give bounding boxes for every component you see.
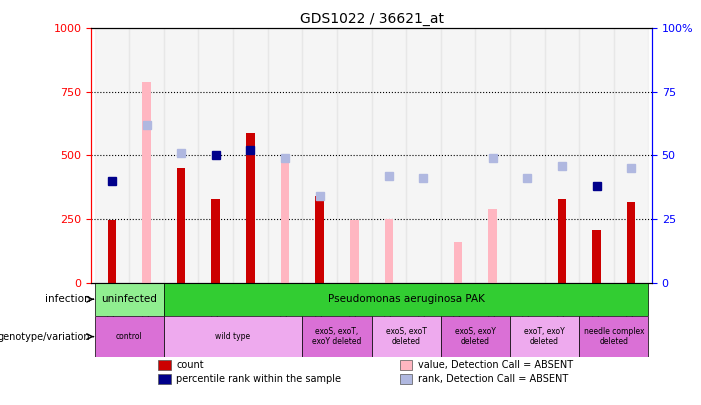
Bar [164, 316, 198, 357]
Bar [406, 28, 441, 283]
Bar [158, 360, 171, 370]
Bar [95, 283, 164, 316]
Bar [246, 132, 254, 283]
Bar [107, 220, 116, 283]
Bar [233, 28, 268, 283]
Bar [545, 28, 579, 283]
Bar [164, 316, 302, 357]
Bar [475, 28, 510, 283]
Bar [441, 283, 475, 316]
Bar [475, 283, 510, 316]
Bar [164, 28, 198, 283]
Bar [614, 316, 648, 357]
Bar [95, 283, 129, 316]
Bar [510, 316, 545, 357]
Bar [510, 316, 579, 357]
Text: exoT, exoY
deleted: exoT, exoY deleted [524, 327, 565, 346]
Bar [95, 28, 129, 283]
Bar [441, 316, 510, 357]
Bar [475, 316, 510, 357]
Bar [454, 242, 463, 283]
Text: Pseudomonas aeruginosa PAK: Pseudomonas aeruginosa PAK [327, 294, 484, 304]
Bar [198, 283, 233, 316]
Text: percentile rank within the sample: percentile rank within the sample [177, 374, 341, 384]
Bar [268, 316, 302, 357]
Bar [302, 316, 372, 357]
Bar [406, 283, 441, 316]
Bar [212, 199, 220, 283]
Bar [129, 283, 164, 316]
Bar [406, 316, 441, 357]
Bar [372, 316, 406, 357]
Bar [441, 316, 475, 357]
Bar [510, 28, 545, 283]
Bar [545, 283, 579, 316]
Text: exoS, exoT
deleted: exoS, exoT deleted [386, 327, 427, 346]
Text: needle complex
deleted: needle complex deleted [584, 327, 644, 346]
Bar [400, 360, 412, 370]
Bar [350, 220, 358, 283]
Bar [372, 283, 406, 316]
Bar [198, 316, 233, 357]
Bar [302, 28, 337, 283]
Text: value, Detection Call = ABSENT: value, Detection Call = ABSENT [418, 360, 573, 370]
Bar [579, 316, 648, 357]
Bar [510, 283, 545, 316]
Bar [268, 283, 302, 316]
Bar [372, 28, 406, 283]
Bar [337, 283, 372, 316]
Bar [557, 199, 566, 283]
Text: exoS, exoY
deleted: exoS, exoY deleted [455, 327, 496, 346]
Bar [268, 28, 302, 283]
Bar [614, 28, 648, 283]
Text: control: control [116, 332, 142, 341]
Bar [95, 316, 164, 357]
Bar [164, 283, 648, 316]
Text: count: count [177, 360, 204, 370]
Bar [579, 316, 614, 357]
Bar [614, 283, 648, 316]
Text: genotype/variation: genotype/variation [0, 332, 90, 341]
Text: infection: infection [45, 294, 90, 304]
Text: exoS, exoT,
exoY deleted: exoS, exoT, exoY deleted [312, 327, 362, 346]
Text: wild type: wild type [215, 332, 251, 341]
Bar [337, 316, 372, 357]
Text: uninfected: uninfected [101, 294, 157, 304]
Bar [233, 316, 268, 357]
Bar [545, 316, 579, 357]
Bar [315, 196, 324, 283]
Bar [579, 283, 614, 316]
Bar [198, 28, 233, 283]
Bar [385, 219, 393, 283]
Bar [302, 316, 337, 357]
Bar [164, 283, 198, 316]
Bar [592, 230, 601, 283]
Bar [177, 168, 186, 283]
Bar [627, 202, 636, 283]
Bar [489, 209, 497, 283]
Bar [129, 316, 164, 357]
Bar [129, 28, 164, 283]
Text: rank, Detection Call = ABSENT: rank, Detection Call = ABSENT [418, 374, 568, 384]
Bar [280, 158, 290, 283]
Bar [579, 28, 614, 283]
Bar [302, 283, 337, 316]
Bar [372, 316, 441, 357]
Title: GDS1022 / 36621_at: GDS1022 / 36621_at [299, 12, 444, 26]
Bar [233, 283, 268, 316]
Bar [400, 374, 412, 384]
Bar [95, 316, 129, 357]
Bar [158, 374, 171, 384]
Bar [441, 28, 475, 283]
Bar [142, 82, 151, 283]
Bar [337, 28, 372, 283]
